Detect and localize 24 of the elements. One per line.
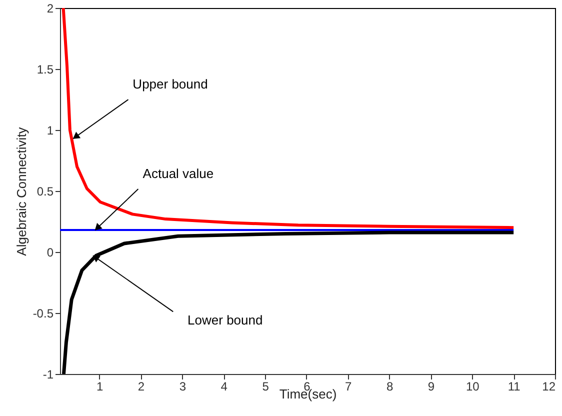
y-tick-label: -1 bbox=[42, 368, 54, 382]
x-tick-label: 2 bbox=[138, 380, 145, 394]
annotation: Lower bound bbox=[188, 312, 263, 328]
y-tick-label: 0 bbox=[46, 246, 54, 260]
y-axis-title: Algebraic Connectivity bbox=[14, 126, 29, 256]
y-tick-label: -0.5 bbox=[32, 306, 54, 320]
x-tick-label: 5 bbox=[262, 380, 270, 394]
line-series bbox=[62, 230, 516, 374]
x-tick-label: 10 bbox=[466, 380, 480, 394]
y-tick-label: 1 bbox=[46, 124, 54, 138]
x-tick-label: 4 bbox=[220, 380, 228, 394]
x-tick-label: 8 bbox=[386, 380, 394, 394]
y-tick-label: 1.5 bbox=[36, 62, 54, 76]
x-tick-label: 1 bbox=[96, 380, 104, 394]
annotation: Actual value bbox=[142, 166, 214, 182]
x-tick-label: 12 bbox=[542, 380, 556, 394]
y-tick-label: 2 bbox=[46, 2, 54, 16]
y-tick-label: 0.5 bbox=[36, 184, 54, 198]
annotation: Upper bound bbox=[132, 76, 208, 92]
x-tick-label: 9 bbox=[428, 380, 435, 394]
x-tick-label: 3 bbox=[179, 380, 186, 394]
x-tick-label: 11 bbox=[508, 380, 521, 394]
line-series bbox=[62, 8, 516, 230]
x-tick-label: 7 bbox=[345, 380, 352, 394]
